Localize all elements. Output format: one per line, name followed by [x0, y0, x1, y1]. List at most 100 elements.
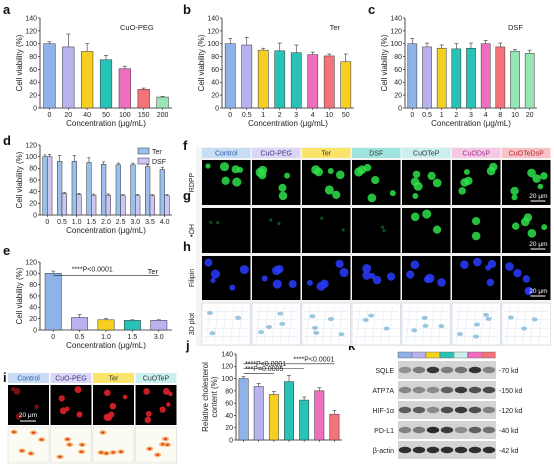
x-tick-label: 1.0 [72, 219, 82, 226]
scale-bar-label: 20 μm [529, 193, 547, 200]
x-tick-label: 0.5 [242, 112, 252, 119]
cell-signal [320, 279, 329, 289]
bar-b-1 [241, 44, 253, 109]
band [398, 426, 412, 434]
cell-signal [362, 271, 371, 280]
bar-a-0 [43, 43, 56, 109]
significance-label: ***P=0.0005 [245, 366, 283, 373]
protein-label-1: ATP7A [372, 388, 394, 395]
y-tick-label: 120 [25, 28, 37, 35]
blob [338, 332, 345, 337]
cell-signal [367, 193, 377, 203]
x-axis-label: Concentration (μg/mL) [66, 341, 146, 350]
scale-bar-label: 20 μm [529, 288, 547, 295]
x-axis-label: Concentration (μg/mL) [248, 119, 328, 128]
bar-j-3 [284, 381, 294, 441]
blob [209, 331, 216, 336]
band [412, 426, 426, 434]
bar-c-0 [407, 43, 418, 109]
band [426, 406, 440, 414]
blob [483, 312, 490, 317]
cell-signal [527, 229, 537, 238]
x-tick-label: 0 [47, 112, 51, 119]
bar-b-3 [274, 50, 286, 109]
micrograph-r0-c4 [402, 160, 451, 205]
bar-e-4 [150, 320, 168, 331]
y-tick-label: 40 [29, 305, 37, 312]
cell-signal [284, 172, 291, 179]
column-header-bg [302, 148, 351, 158]
x-tick-label: 2.0 [101, 219, 111, 226]
legend-label-dsf: DSF [152, 159, 166, 166]
kd-label-1: -150 kd [499, 388, 522, 395]
column-header-1: CuO-PEG [260, 151, 292, 158]
grid-line [430, 306, 435, 344]
cell-signal [314, 167, 323, 177]
panel-letter-e: e [3, 243, 10, 258]
x-tick-label: 0.5 [422, 112, 432, 119]
red-signal [64, 406, 70, 412]
bar-e-2 [97, 319, 115, 331]
band [426, 426, 440, 434]
lane-marker-3 [439, 351, 454, 359]
blob [531, 317, 538, 322]
red-signal [76, 411, 83, 418]
y-tick-label: 140 [390, 15, 402, 22]
protein-label-3: PD-L1 [374, 428, 394, 435]
panel-i-3d-plot [92, 426, 135, 464]
cell-signal [412, 193, 419, 199]
y-tick-label: 140 [25, 15, 37, 22]
x-axis-label: Concentration (μg/mL) [66, 119, 146, 128]
y-axis-label-line2: content (%) [210, 376, 219, 417]
micrograph-r0-c5 [452, 160, 501, 205]
x-tick-label: 1.0 [101, 334, 111, 341]
cell-signal [269, 218, 273, 222]
red-core [99, 451, 103, 454]
bar-e-1 [71, 317, 89, 331]
column-header-bg [352, 148, 401, 158]
cell-signal [205, 163, 211, 169]
red-core [31, 431, 35, 434]
band [468, 386, 482, 394]
cell-signal [386, 272, 396, 281]
blob [207, 311, 213, 315]
blob [457, 332, 464, 337]
plot-3d-tile [501, 302, 551, 346]
bar-a-1 [62, 46, 75, 109]
red-core [119, 450, 123, 453]
cell-signal [511, 194, 518, 201]
cell-signal [278, 191, 288, 201]
x-tick-label: 50 [102, 112, 110, 119]
grid-line [455, 306, 461, 344]
red-signal [15, 413, 22, 420]
y-tick-label: 60 [225, 401, 233, 408]
micrograph-r3-c6 [501, 302, 551, 346]
red-core [20, 449, 24, 452]
cell-signal [511, 222, 520, 230]
band [482, 446, 496, 454]
red-signal [162, 387, 170, 395]
y-tick-label: 0 [215, 105, 219, 112]
legend-swatch-ter [137, 147, 150, 155]
red-core [29, 452, 33, 455]
band [468, 406, 482, 414]
cell-signal [422, 209, 432, 219]
micrograph-r2-c3 [352, 256, 401, 300]
micrograph-r2-c2 [302, 256, 351, 300]
panel-letter-f: f [183, 138, 188, 153]
red-signal [143, 388, 150, 395]
y-tick-label: 40 [29, 189, 37, 196]
band [440, 426, 454, 434]
micrograph-tile [502, 160, 551, 205]
y-axis-label: Cell viability (%) [380, 34, 389, 91]
band [482, 386, 496, 394]
cell-signal [523, 213, 533, 222]
protein-label-0: SQLE [375, 368, 394, 375]
y-axis-label: Cell viability (%) [15, 151, 24, 208]
blob [383, 326, 390, 331]
red-signal [74, 386, 82, 394]
y-tick-label: 100 [207, 41, 219, 48]
cell-signal [485, 264, 492, 271]
